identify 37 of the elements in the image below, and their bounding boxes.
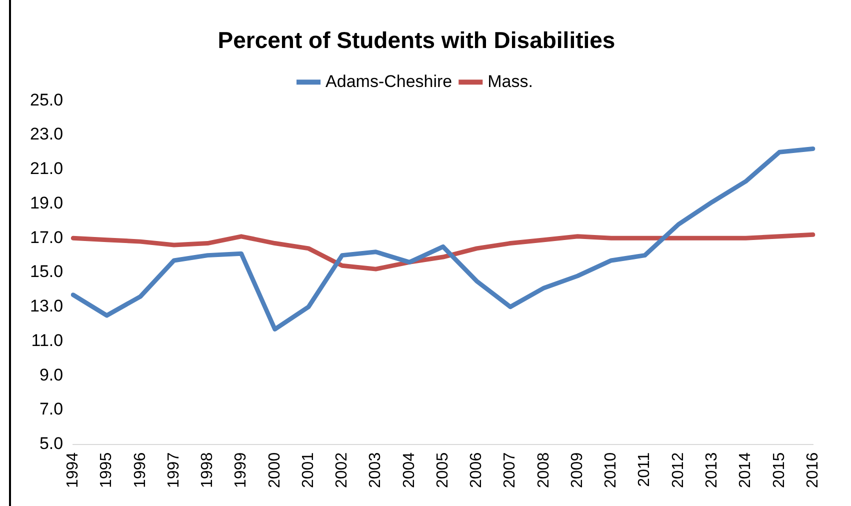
x-tick-label: 2007: [502, 452, 519, 488]
x-tick-label: 1994: [64, 452, 82, 488]
x-tick-label: 1998: [199, 452, 216, 488]
x-tick-label: 2005: [434, 452, 452, 488]
x-tick-label: 2009: [568, 452, 586, 488]
y-tick-label: 5.0: [39, 434, 64, 454]
y-tick-label: 19.0: [30, 193, 64, 212]
x-tick-label: 2015: [770, 452, 788, 488]
chart-title: Percent of Students with Disabilities: [218, 27, 616, 54]
x-tick-label: 2006: [468, 452, 486, 488]
x-tick-label: 2002: [334, 452, 351, 488]
x-tick-label: 2011: [636, 452, 654, 487]
legend-label: Adams-Cheshire: [326, 72, 452, 91]
y-tick-label: 7.0: [39, 400, 64, 419]
x-tick-label: 2001: [300, 452, 317, 488]
x-tick-label: 1997: [165, 452, 182, 488]
y-tick-label: 11.0: [31, 330, 64, 350]
x-tick-label: 1996: [132, 452, 149, 488]
x-tick-label: 2000: [266, 452, 284, 488]
y-tick-label: 13.0: [30, 296, 64, 316]
x-tick-label: 2013: [704, 452, 721, 488]
y-tick-label: 23.0: [30, 124, 64, 144]
y-tick-label: 21.0: [30, 159, 64, 178]
x-tick-label: 2016: [804, 452, 822, 488]
x-tick-label: 2003: [367, 452, 384, 488]
x-tick-label: 2012: [670, 452, 687, 488]
x-tick-label: 1999: [232, 452, 250, 488]
x-tick-label: 2004: [400, 452, 418, 488]
x-tick-label: 2008: [535, 452, 552, 488]
legend-label: Mass.: [488, 72, 533, 91]
y-tick-label: 17.0: [30, 228, 64, 247]
x-tick-label: 2014: [737, 452, 754, 488]
y-tick-label: 9.0: [39, 365, 64, 384]
x-tick-label: 2010: [602, 452, 620, 488]
y-tick-label: 25.0: [30, 90, 64, 110]
x-tick-label: 1995: [98, 452, 116, 488]
y-tick-label: 15.0: [30, 262, 64, 282]
